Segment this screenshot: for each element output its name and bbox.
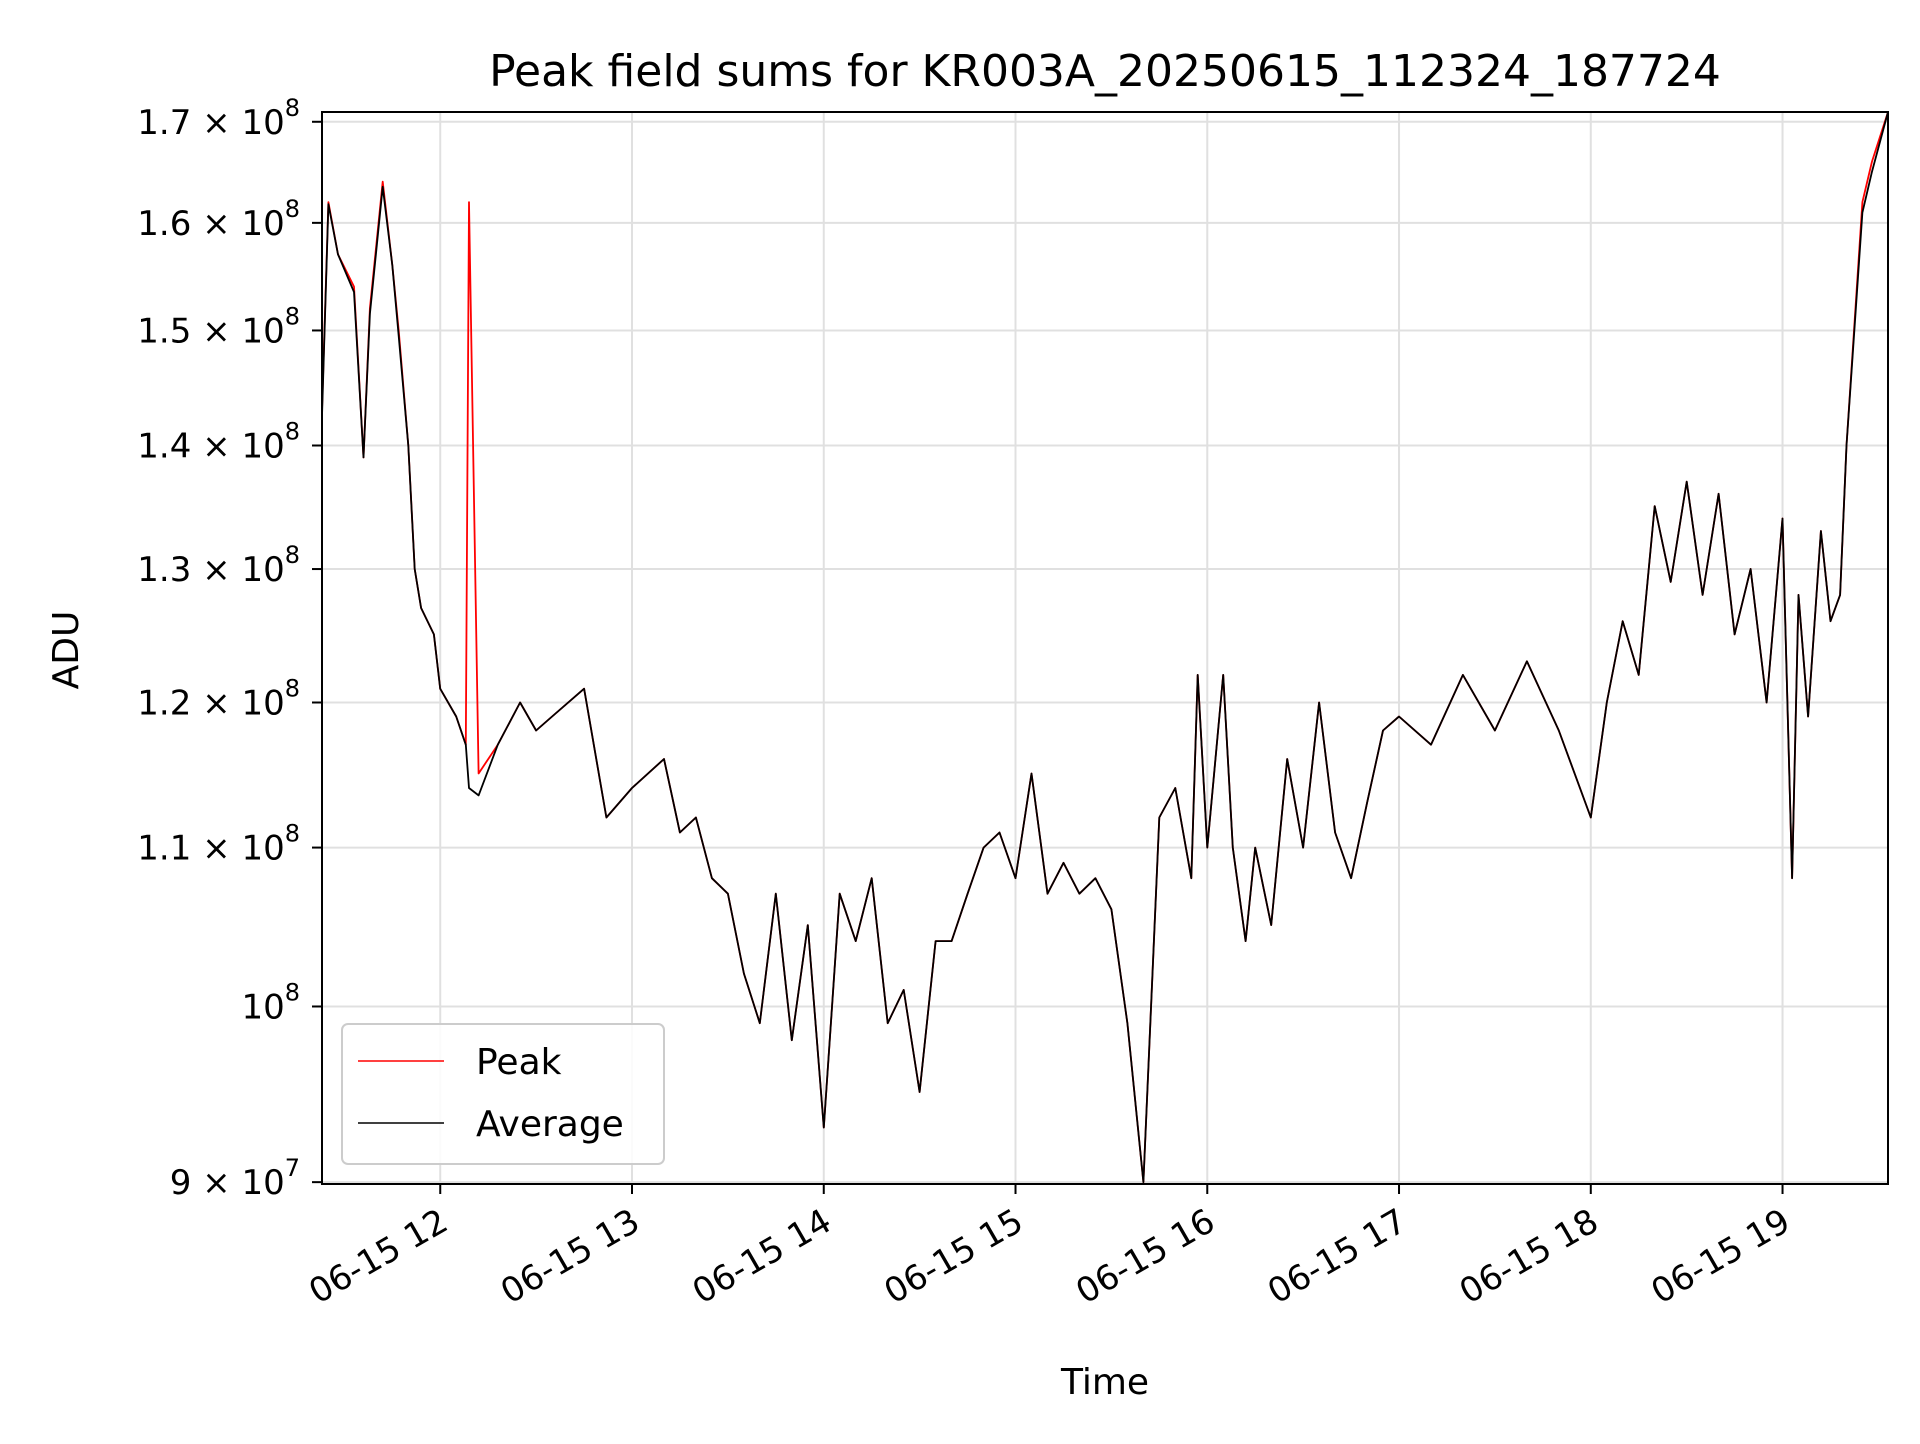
y-tick-exponent: 8	[285, 820, 300, 848]
y-tick-label: 1.1 × 108	[137, 820, 300, 869]
series-line-average	[321, 111, 1889, 1183]
y-tick-mantissa: 1.3 × 10	[137, 550, 284, 590]
y-tick-label: 1.7 × 108	[137, 94, 300, 143]
y-tick-mantissa: 1.5 × 10	[137, 311, 284, 351]
y-tick-exponent: 8	[285, 195, 300, 223]
y-tick-label: 1.4 × 108	[137, 417, 300, 466]
y-tick-exponent: 8	[285, 417, 300, 445]
y-tick-mantissa: 1.7 × 10	[137, 103, 284, 143]
y-tick-exponent: 8	[285, 675, 300, 703]
plot-frame	[321, 111, 1889, 1185]
y-axis-label: ADU	[46, 611, 87, 690]
y-tick-exponent: 8	[285, 302, 300, 330]
y-tick-label: 108	[241, 978, 300, 1027]
chart-title: Peak field sums for KR003A_20250615_1123…	[489, 46, 1721, 97]
y-tick-mantissa: 1.2 × 10	[137, 684, 284, 724]
legend-box	[341, 1023, 665, 1165]
y-tick-mantissa: 9 × 10	[170, 1163, 285, 1203]
y-tick-mantissa: 1.6 × 10	[137, 204, 284, 244]
grid	[322, 112, 1888, 1184]
y-tick-exponent: 8	[285, 541, 300, 569]
y-tick-mantissa: 1.1 × 10	[137, 829, 284, 869]
x-axis-label: Time	[1060, 1362, 1149, 1403]
legend: Peak Average	[341, 1023, 665, 1165]
y-tick-mantissa: 1.4 × 10	[137, 426, 284, 466]
y-tick-exponent: 7	[285, 1154, 300, 1182]
y-tick-exponent: 8	[285, 978, 300, 1006]
legend-label-peak: Peak	[476, 1042, 562, 1083]
y-tick-label: 9 × 107	[170, 1154, 300, 1203]
y-tick-mantissa: 10	[241, 987, 284, 1027]
y-tick-label: 1.6 × 108	[137, 195, 300, 244]
y-tick-exponent: 8	[285, 94, 300, 122]
y-tick-label: 1.5 × 108	[137, 302, 300, 351]
legend-label-average: Average	[476, 1104, 624, 1145]
series-group	[321, 111, 1889, 1183]
y-tick-label: 1.2 × 108	[137, 675, 300, 724]
y-tick-label: 1.3 × 108	[137, 541, 300, 590]
